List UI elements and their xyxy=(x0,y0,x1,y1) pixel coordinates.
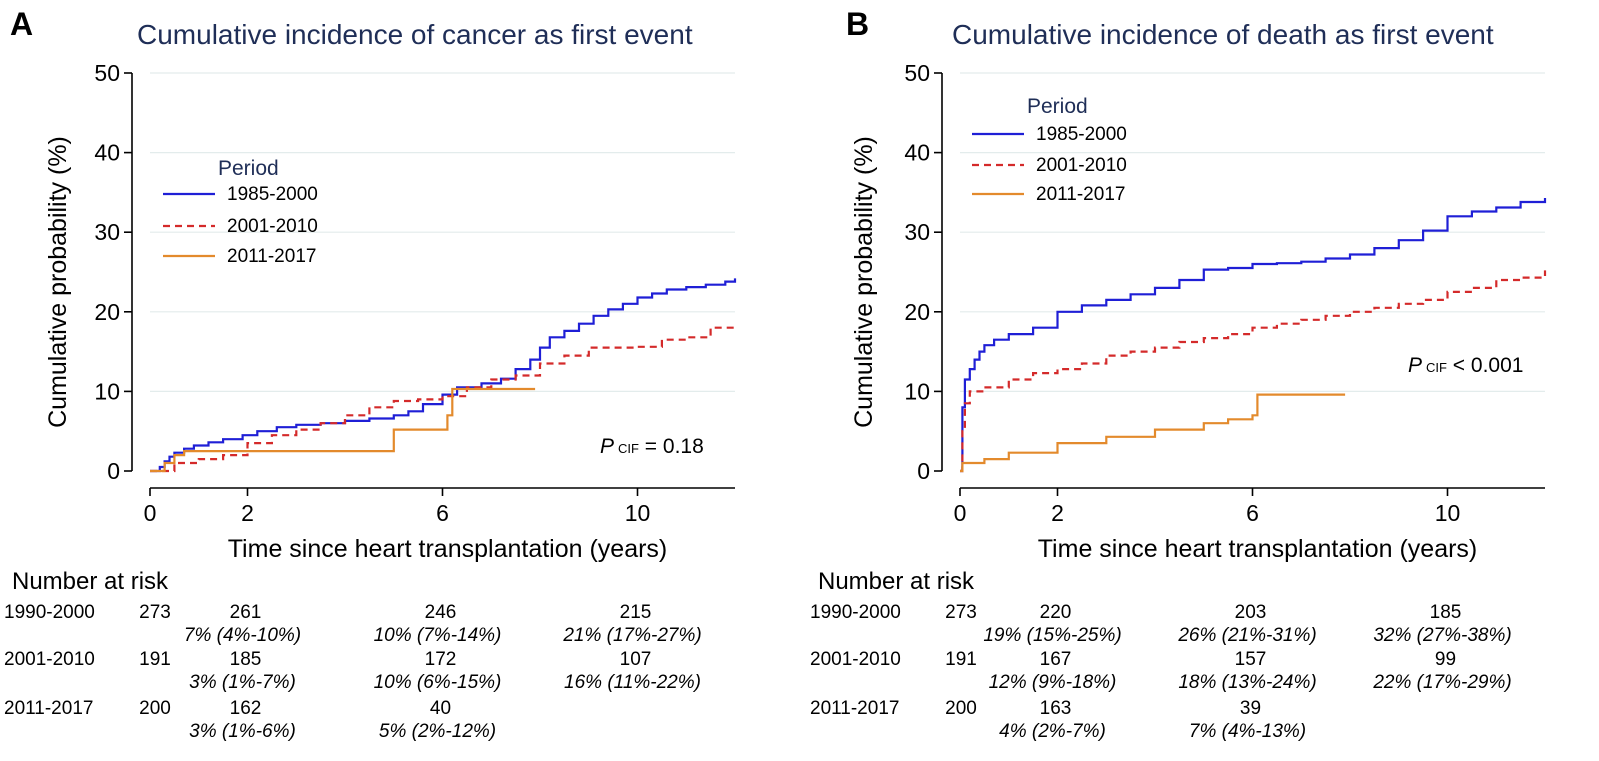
risk-count: 273 xyxy=(139,602,171,623)
x-tick-label: 2 xyxy=(1051,500,1064,526)
legend-title: Period xyxy=(218,157,279,180)
risk-count: 157 xyxy=(1235,649,1267,670)
risk-percentage: 21% (17%-27%) xyxy=(562,625,701,646)
risk-count: 185 xyxy=(1430,602,1462,623)
y-tick-label: 0 xyxy=(107,458,120,484)
p-value-annotation: P CIF < 0.001 xyxy=(1408,354,1523,377)
risk-percentage: 7% (4%-13%) xyxy=(1189,721,1306,742)
y-tick-label: 30 xyxy=(904,219,930,245)
p-value-symbol: P xyxy=(1408,354,1422,377)
risk-count: 40 xyxy=(430,698,451,719)
y-tick-label: 0 xyxy=(917,458,930,484)
risk-count: 200 xyxy=(945,698,977,719)
risk-count: 185 xyxy=(230,649,262,670)
p-value-subscript: CIF xyxy=(618,441,639,456)
x-axis-label: Time since heart transplantation (years) xyxy=(1038,535,1478,563)
x-tick-label: 0 xyxy=(144,500,157,526)
risk-percentage: 10% (7%-14%) xyxy=(374,625,502,646)
legend-title: Period xyxy=(1027,95,1088,118)
risk-percentage: 19% (15%-25%) xyxy=(983,625,1121,646)
risk-count: 215 xyxy=(620,602,652,623)
x-tick-label: 10 xyxy=(625,500,651,526)
y-axis-label: Cumulative probability (%) xyxy=(44,136,72,428)
legend-entry: 1985-2000 xyxy=(227,184,318,205)
panel-letter: B xyxy=(846,6,869,42)
x-axis-label: Time since heart transplantation (years) xyxy=(228,535,668,563)
risk-count: 163 xyxy=(1040,698,1072,719)
chart-title: Cumulative incidence of death as first e… xyxy=(952,19,1494,50)
x-tick-label: 6 xyxy=(1246,500,1259,526)
y-tick-label: 50 xyxy=(94,60,120,86)
series-line-1985-2000 xyxy=(150,278,737,473)
p-value-annotation: P CIF = 0.18 xyxy=(600,435,704,458)
risk-percentage: 26% (21%-31%) xyxy=(1177,625,1316,646)
y-tick-label: 40 xyxy=(904,140,930,166)
p-value-subscript: CIF xyxy=(1426,360,1447,375)
risk-count: 191 xyxy=(139,649,171,670)
panel-a: A Cumulative incidence of cancer as first… xyxy=(4,6,737,742)
risk-count: 220 xyxy=(1040,602,1072,623)
y-tick-label: 30 xyxy=(94,219,120,245)
risk-percentage: 3% (1%-6%) xyxy=(189,721,296,742)
y-tick-label: 20 xyxy=(904,299,930,325)
series-line-1985-2000 xyxy=(960,198,1547,473)
risk-count: 107 xyxy=(620,649,652,670)
panel-letter: A xyxy=(10,6,33,42)
y-tick-label: 50 xyxy=(904,60,930,86)
risk-count: 172 xyxy=(425,649,457,670)
legend-entry: 2011-2017 xyxy=(1036,184,1125,205)
series-line-2001-2010 xyxy=(150,325,737,473)
legend-entry: 2011-2017 xyxy=(227,246,316,267)
risk-percentage: 32% (27%-38%) xyxy=(1373,625,1511,646)
x-tick-label: 10 xyxy=(1435,500,1461,526)
legend-entry: 1985-2000 xyxy=(1036,124,1127,145)
risk-row-label: 1990-2000 xyxy=(4,602,95,623)
y-tick-label: 10 xyxy=(94,378,120,404)
risk-percentage: 7% (4%-10%) xyxy=(184,625,301,646)
legend-entry: 2001-2010 xyxy=(227,216,318,237)
y-axis-label: Cumulative probability (%) xyxy=(850,136,878,428)
risk-count: 200 xyxy=(139,698,171,719)
risk-percentage: 18% (13%-24%) xyxy=(1178,672,1316,693)
legend-entry: 2001-2010 xyxy=(1036,155,1127,176)
risk-percentage: 12% (9%-18%) xyxy=(989,672,1117,693)
y-tick-label: 40 xyxy=(94,140,120,166)
x-tick-label: 2 xyxy=(241,500,254,526)
x-tick-label: 0 xyxy=(954,500,967,526)
chart-title: Cumulative incidence of cancer as first … xyxy=(137,19,693,50)
risk-percentage: 4% (2%-7%) xyxy=(999,721,1106,742)
p-value-text: = 0.18 xyxy=(639,435,704,458)
risk-table-heading: Number at risk xyxy=(12,568,169,595)
risk-count: 162 xyxy=(230,698,262,719)
panel-b: B Cumulative incidence of death as first … xyxy=(810,6,1547,742)
y-tick-label: 20 xyxy=(94,299,120,325)
risk-count: 167 xyxy=(1040,649,1072,670)
risk-percentage: 5% (2%-12%) xyxy=(379,721,496,742)
risk-count: 246 xyxy=(425,602,457,623)
series-line-2011-2017 xyxy=(960,393,1346,473)
series-line-2011-2017 xyxy=(150,387,536,473)
risk-percentage: 3% (1%-7%) xyxy=(189,672,296,693)
p-value-symbol: P xyxy=(600,435,614,458)
risk-percentage: 22% (17%-29%) xyxy=(1372,672,1511,693)
x-tick-label: 6 xyxy=(436,500,449,526)
risk-row-label: 2011-2017 xyxy=(810,698,899,719)
risk-percentage: 10% (6%-15%) xyxy=(374,672,502,693)
p-value-text: < 0.001 xyxy=(1447,354,1523,377)
risk-row-label: 1990-2000 xyxy=(810,602,901,623)
risk-count: 39 xyxy=(1240,698,1261,719)
risk-count: 273 xyxy=(945,602,977,623)
risk-count: 203 xyxy=(1235,602,1267,623)
risk-count: 261 xyxy=(230,602,262,623)
risk-count: 191 xyxy=(945,649,977,670)
risk-row-label: 2011-2017 xyxy=(4,698,93,719)
y-tick-label: 10 xyxy=(904,378,930,404)
risk-row-label: 2001-2010 xyxy=(810,649,901,670)
series-line-2001-2010 xyxy=(960,270,1547,473)
risk-row-label: 2001-2010 xyxy=(4,649,95,670)
risk-count: 99 xyxy=(1435,649,1456,670)
risk-table-heading: Number at risk xyxy=(818,568,975,595)
risk-percentage: 16% (11%-22%) xyxy=(564,672,701,693)
